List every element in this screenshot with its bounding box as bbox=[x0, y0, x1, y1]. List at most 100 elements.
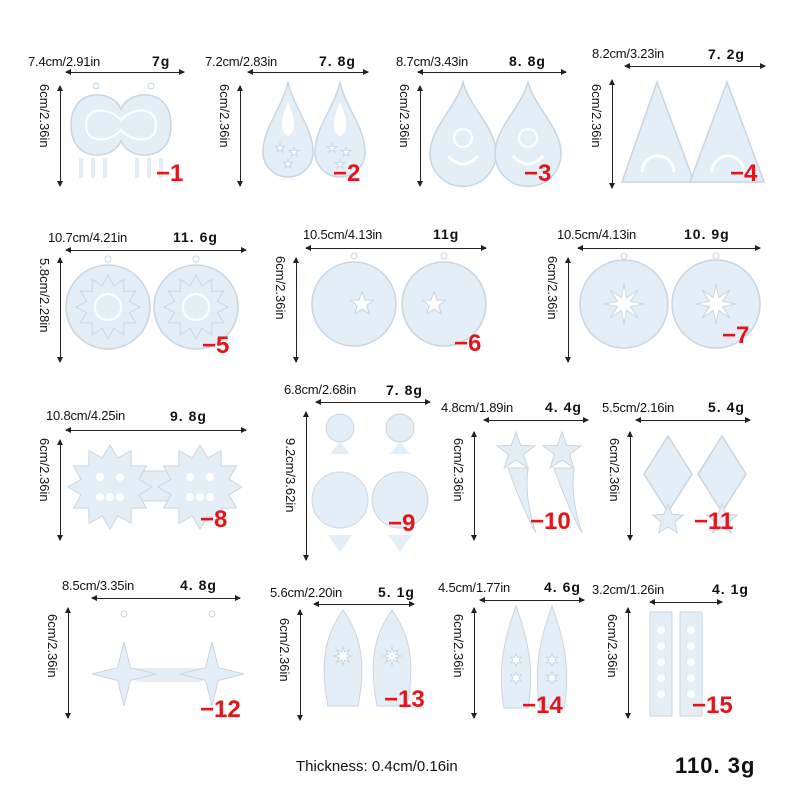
item-number: −7 bbox=[722, 322, 750, 349]
weight-label: 7. 2g bbox=[708, 46, 745, 62]
height-arrow bbox=[57, 85, 63, 187]
height-label: 6cm/2.36in bbox=[277, 618, 292, 682]
weight-label: 10. 9g bbox=[684, 226, 730, 242]
item-number: −10 bbox=[530, 508, 571, 535]
width-label: 8.5cm/3.35in bbox=[62, 578, 135, 593]
height-arrow bbox=[57, 439, 63, 541]
width-arrow bbox=[315, 399, 431, 405]
width-label: 8.7cm/3.43in bbox=[396, 54, 469, 69]
weight-label: 4. 1g bbox=[712, 581, 749, 597]
width-label: 10.5cm/4.13in bbox=[303, 227, 383, 242]
height-arrow bbox=[65, 607, 71, 719]
height-arrow bbox=[471, 431, 477, 541]
width-arrow bbox=[65, 427, 247, 433]
mold-sun-circles-shape bbox=[65, 255, 239, 350]
height-label: 6cm/2.36in bbox=[451, 614, 466, 678]
height-label: 6cm/2.36in bbox=[589, 84, 604, 148]
height-arrow bbox=[625, 607, 631, 719]
weight-label: 4. 6g bbox=[544, 579, 581, 595]
mold-bars-shape bbox=[649, 611, 703, 717]
width-label: 4.8cm/1.89in bbox=[441, 400, 514, 415]
height-arrow bbox=[303, 411, 309, 561]
width-arrow bbox=[65, 69, 185, 75]
item-number: −12 bbox=[200, 696, 241, 723]
height-label: 6cm/2.36in bbox=[217, 84, 232, 148]
width-arrow bbox=[91, 595, 241, 601]
weight-label: 5. 4g bbox=[708, 399, 745, 415]
width-label: 8.2cm/3.23in bbox=[592, 46, 665, 61]
height-arrow bbox=[627, 431, 633, 541]
width-label: 10.5cm/4.13in bbox=[557, 227, 637, 242]
width-arrow bbox=[635, 417, 751, 423]
mold-diamonds-shape bbox=[643, 434, 747, 534]
weight-label: 5. 1g bbox=[378, 584, 415, 600]
mold-north-stars-shape bbox=[91, 610, 245, 707]
height-label: 6cm/2.36in bbox=[397, 84, 412, 148]
height-arrow bbox=[565, 257, 571, 363]
height-arrow bbox=[609, 79, 615, 189]
item-number: −9 bbox=[388, 510, 416, 537]
mold-triangles-shape bbox=[620, 79, 766, 183]
weight-label: 4. 8g bbox=[180, 577, 217, 593]
mold-moon-circles-shape bbox=[311, 252, 487, 347]
width-arrow bbox=[417, 69, 567, 75]
item-number: −3 bbox=[524, 160, 552, 187]
height-label: 5.8cm/2.28in bbox=[37, 258, 52, 333]
mold-narrow-drops-shape bbox=[500, 604, 568, 709]
width-label: 6.8cm/2.68in bbox=[284, 382, 357, 397]
thickness-label: Thickness: 0.4cm/0.16in bbox=[296, 758, 458, 775]
weight-label: 4. 4g bbox=[545, 399, 582, 415]
height-label: 6cm/2.36in bbox=[605, 614, 620, 678]
height-label: 6cm/2.36in bbox=[607, 438, 622, 502]
width-arrow bbox=[247, 69, 369, 75]
height-label: 6cm/2.36in bbox=[451, 438, 466, 502]
mold-flowers-shape bbox=[67, 444, 243, 530]
width-label: 5.6cm/2.20in bbox=[270, 585, 343, 600]
item-number: −15 bbox=[692, 692, 733, 719]
item-number: −4 bbox=[730, 160, 758, 187]
item-number: −1 bbox=[156, 160, 184, 187]
height-arrow bbox=[57, 257, 63, 363]
mold-eight-shape bbox=[70, 82, 172, 178]
height-arrow bbox=[293, 257, 299, 363]
mold-sun-drops-shape bbox=[429, 79, 562, 188]
height-label: 6cm/2.36in bbox=[37, 438, 52, 502]
height-label: 6cm/2.36in bbox=[545, 256, 560, 320]
height-label: 6cm/2.36in bbox=[45, 614, 60, 678]
item-number: −13 bbox=[384, 686, 425, 713]
mold-shooting-stars-shape bbox=[495, 430, 583, 534]
width-arrow bbox=[577, 245, 761, 251]
weight-label: 11. 6g bbox=[173, 229, 218, 245]
width-arrow bbox=[649, 599, 723, 605]
width-arrow bbox=[313, 601, 415, 607]
width-arrow bbox=[65, 247, 247, 253]
height-arrow bbox=[297, 609, 303, 721]
weight-label: 7g bbox=[152, 53, 171, 69]
item-number: −5 bbox=[202, 332, 230, 359]
weight-label: 7. 8g bbox=[319, 53, 356, 69]
mold-star-circles-shape bbox=[579, 252, 761, 349]
width-label: 3.2cm/1.26in bbox=[592, 582, 665, 597]
item-number: −14 bbox=[522, 692, 563, 719]
total-weight: 110. 3g bbox=[675, 753, 756, 778]
height-arrow bbox=[471, 607, 477, 719]
width-arrow bbox=[483, 417, 589, 423]
height-label: 9.2cm/3.62in bbox=[283, 438, 298, 513]
weight-label: 8. 8g bbox=[509, 53, 546, 69]
height-label: 6cm/2.36in bbox=[273, 256, 288, 320]
width-label: 7.2cm/2.83in bbox=[205, 54, 278, 69]
width-arrow bbox=[624, 63, 766, 69]
item-number: −8 bbox=[200, 506, 228, 533]
width-label: 4.5cm/1.77in bbox=[438, 580, 511, 595]
width-label: 10.7cm/4.21in bbox=[48, 230, 128, 245]
width-label: 7.4cm/2.91in bbox=[28, 54, 101, 69]
weight-label: 11g bbox=[433, 226, 460, 242]
mold-leaf-drops-shape bbox=[323, 609, 412, 707]
height-arrow bbox=[417, 85, 423, 187]
item-number: −11 bbox=[694, 508, 734, 535]
width-arrow bbox=[479, 597, 585, 603]
weight-label: 7. 8g bbox=[386, 382, 423, 398]
width-label: 10.8cm/4.25in bbox=[46, 408, 126, 423]
height-arrow bbox=[237, 85, 243, 187]
mold-teardrops-shape bbox=[262, 81, 366, 178]
